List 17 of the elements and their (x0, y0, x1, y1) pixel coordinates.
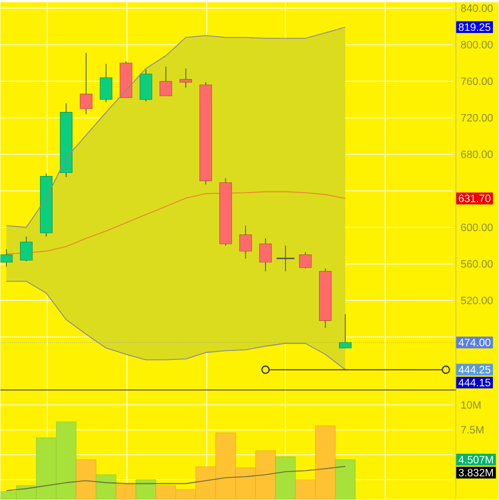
y-tick-label: 680.00 (461, 150, 493, 158)
y-tick-label: 720.00 (461, 114, 493, 122)
y-tick-label: 840.00 (461, 4, 493, 12)
y-tick-label: 520.00 (461, 296, 493, 304)
text: 444.25 (458, 366, 490, 374)
y-tick-label: 760.00 (461, 78, 493, 86)
text: 3.832M (458, 468, 494, 476)
text: 819.25 (458, 23, 490, 31)
y-tick-label: 10M (462, 401, 481, 409)
y-tick-label: 800.00 (461, 40, 493, 48)
y-tick-label: 7.5M (461, 426, 484, 434)
text: 4.507M (458, 456, 494, 464)
ref-line-label: 444.15 (458, 378, 490, 386)
text: 631.70 (458, 194, 491, 202)
y-tick-label: 560.00 (461, 260, 493, 268)
y-tick-label: 600.00 (461, 224, 493, 232)
ref-line-label: 474.00 (458, 338, 491, 346)
